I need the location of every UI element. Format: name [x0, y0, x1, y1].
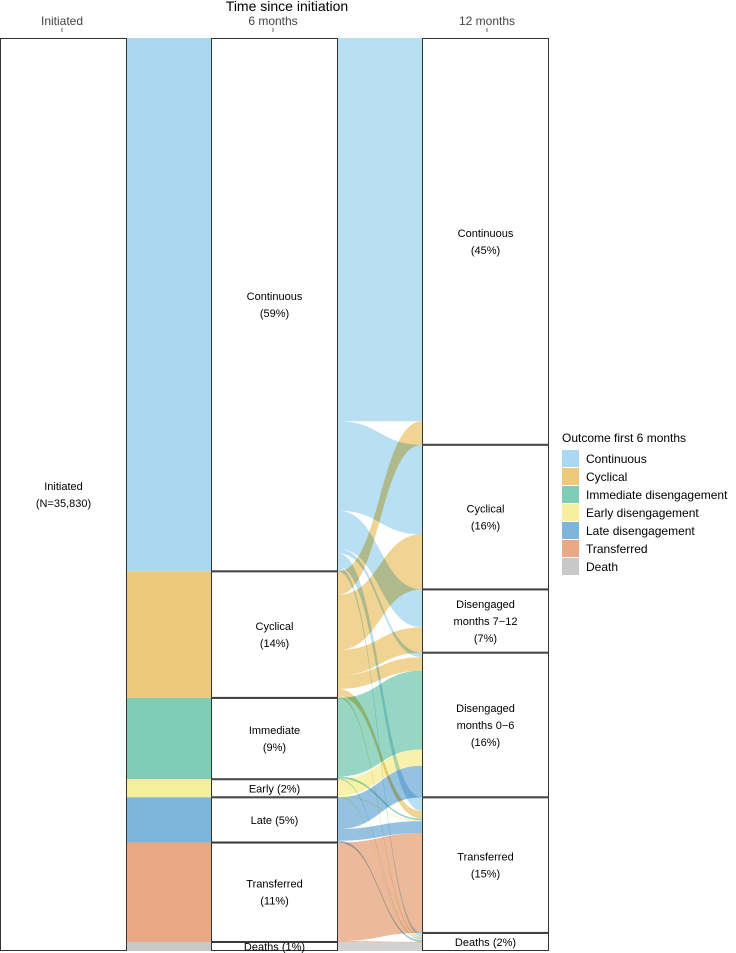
legend-swatch-transferred — [562, 540, 579, 557]
node-cont6 — [211, 38, 338, 572]
flow-early6-to-dis06 — [338, 749, 422, 796]
node-label-late6: Late (5%) — [251, 815, 299, 827]
legend-swatch-early-disengagement — [562, 504, 579, 521]
node-imm6 — [211, 697, 338, 780]
node-label-cyc12: Cyclical (16%) — [467, 504, 505, 533]
legend-label-death: Death — [586, 560, 618, 574]
legend-items: Continuous Cyclical Immediate disengagemen… — [562, 450, 728, 575]
node-cyc6 — [211, 571, 338, 698]
node-label-death12: Deaths (2%) — [455, 937, 516, 949]
node-label-early6: Early (2%) — [249, 783, 300, 795]
node-label-cont12: Continuous (45%) — [458, 228, 514, 257]
node-dis06 — [422, 652, 549, 798]
node-label-init: Initiated (N=35,830) — [36, 481, 91, 510]
node-death6 — [211, 941, 338, 951]
flow-cyc6-to-death12 — [338, 696, 422, 939]
node-early6 — [211, 779, 338, 798]
legend-swatch-death — [562, 558, 579, 575]
flow-initiated-to-cont6 — [127, 38, 211, 572]
flow-cyc6-to-dis06 — [338, 657, 422, 689]
axis-tick-labels: Initiated 6 months 12 months — [41, 14, 515, 32]
node-late6 — [211, 797, 338, 843]
flow-initiated-to-cyc6 — [127, 571, 211, 698]
node-dis712 — [422, 589, 549, 653]
legend-label-cyclical: Cyclical — [586, 470, 627, 484]
flow-bands — [338, 38, 422, 951]
flow-late6-to-dis06 — [338, 765, 422, 829]
flow-cyc6-to-cont12 — [338, 421, 422, 595]
node-death12 — [422, 932, 549, 951]
node-trans6 — [211, 842, 338, 942]
node-label-death6: Deaths (1%) — [244, 941, 305, 953]
flow-late6-to-trans12 — [338, 821, 422, 841]
stratum-boxes: Initiated (N=35,830) Continuous (59%) Cyclic… — [0, 38, 549, 953]
legend-title: Outcome first 6 months — [562, 431, 686, 445]
flow-trans6-to-death12 — [338, 941, 422, 943]
node-label-imm6: Immediate (9%) — [249, 725, 300, 754]
node-cyc12 — [422, 444, 549, 590]
flow-cont6-to-cont12 — [338, 38, 422, 422]
legend-swatch-continuous — [562, 450, 579, 467]
node-init — [0, 38, 127, 951]
flow-initiated-to-death6 — [127, 941, 211, 951]
flow-cyc6-to-cyc12 — [338, 534, 422, 650]
node-label-trans6: Transferred (11%) — [246, 879, 302, 908]
node-trans12 — [422, 797, 549, 933]
node-label-dis06: Disengaged months 0−6 (16%) — [456, 703, 515, 749]
legend-swatch-immediate-disengagement — [562, 486, 579, 503]
node-label-trans12: Transferred (15%) — [457, 852, 513, 881]
legend-swatch-late-disengagement — [562, 522, 579, 539]
node-label-cont6: Continuous (59%) — [247, 291, 303, 320]
node-label-cyc6: Cyclical (14%) — [256, 621, 294, 650]
chart-title: Time since initiation — [226, 0, 348, 14]
legend-label-continuous: Continuous — [586, 452, 647, 466]
legend-swatch-cyclical — [562, 468, 579, 485]
legend-label-immediate-disengagement: Immediate disengagement — [586, 488, 728, 502]
axis-label-a1: 6 months — [248, 14, 297, 28]
legend-label-late-disengagement: Late disengagement — [586, 524, 695, 538]
flow-cont6-to-trans12 — [338, 553, 422, 812]
flow-initiated-to-trans6 — [127, 842, 211, 942]
legend: Outcome first 6 months Continuous Cyclica… — [562, 431, 728, 575]
node-cont12 — [422, 38, 549, 445]
flow-initiated-to-early6 — [127, 779, 211, 798]
flow-cyc6-to-dis712 — [338, 627, 422, 676]
legend-label-early-disengagement: Early disengagement — [586, 506, 699, 520]
flow-initiated-to-late6 — [127, 797, 211, 843]
legend-label-transferred: Transferred — [586, 542, 648, 556]
flow-initiated-to-imm6 — [127, 697, 211, 780]
flow-trans6-to-trans12 — [338, 833, 422, 942]
axis-label-a2: 12 months — [459, 14, 515, 28]
node-label-dis712: Disengaged months 7−12 (7%) — [454, 599, 518, 645]
flow-death6-to-death12 — [338, 941, 422, 951]
flow-imm6-to-dis06 — [338, 670, 422, 777]
category-bars — [127, 38, 211, 951]
axis-label-a0: Initiated — [41, 14, 83, 28]
